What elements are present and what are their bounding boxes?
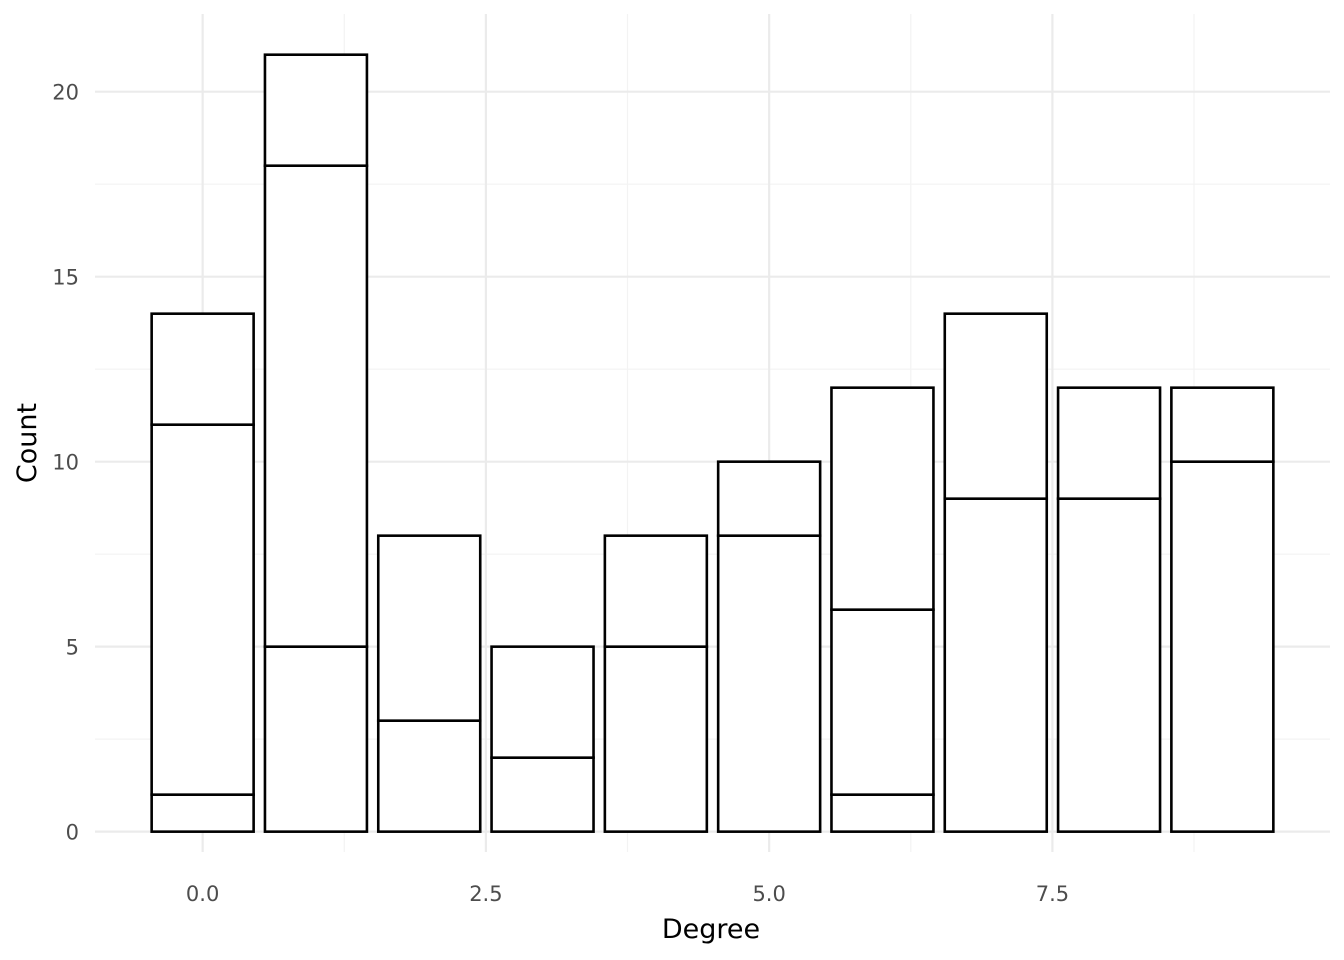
bar-segment [603, 534, 709, 648]
bar-stack [830, 386, 935, 833]
bar-segment [716, 534, 822, 833]
x-tick-label: 7.5 [1036, 882, 1069, 906]
bar-stack [943, 312, 1049, 833]
bar-stack [1170, 386, 1275, 833]
x-tick-label: 2.5 [469, 882, 502, 906]
y-tick-label: 0 [66, 821, 79, 845]
y-tick-label: 10 [52, 451, 79, 475]
bar-stack [716, 460, 822, 833]
x-tick-label: 0.0 [186, 882, 219, 906]
bar-segment [490, 645, 595, 759]
bar-segment [263, 53, 369, 167]
bars [150, 53, 1275, 833]
bar-segment [1056, 497, 1162, 833]
x-tick-label: 5.0 [752, 882, 785, 906]
tick-labels: 0.0 2.5 5.0 7.5 0 5 10 15 20 [52, 81, 1069, 906]
y-tick-label: 15 [52, 266, 79, 290]
bar-stack [490, 645, 595, 833]
bar-segment [1170, 460, 1275, 833]
bar-segment [150, 423, 255, 796]
bar-segment [1170, 386, 1275, 463]
bar-segment [263, 645, 369, 833]
bar-segment [830, 386, 935, 611]
bar-segment [376, 534, 482, 722]
bar-segment [150, 793, 255, 833]
y-axis-title: Count [12, 403, 43, 483]
bar-stack [376, 534, 482, 833]
bar-stack [1056, 386, 1162, 833]
bar-segment [263, 164, 369, 648]
bar-stack [603, 534, 709, 833]
bar-segment [150, 312, 255, 426]
x-axis-title: Degree [662, 914, 760, 945]
bar-segment [603, 645, 709, 833]
bar-segment [943, 497, 1049, 833]
bar-segment [1056, 386, 1162, 500]
y-tick-label: 5 [66, 636, 79, 660]
bar-segment [830, 793, 935, 833]
bar-segment [830, 608, 935, 796]
bar-segment [490, 756, 595, 833]
bar-segment [376, 719, 482, 833]
bar-segment [943, 312, 1049, 500]
bar-segment [716, 460, 822, 537]
y-tick-label: 20 [52, 81, 79, 105]
bar-stack [150, 312, 255, 833]
bar-stack [263, 53, 369, 833]
